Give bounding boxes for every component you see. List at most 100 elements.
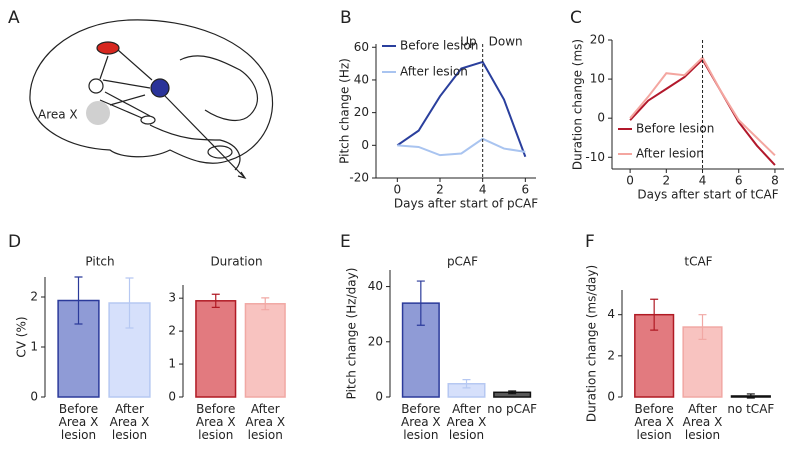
area-x xyxy=(86,101,110,125)
y-tick-label: -20 xyxy=(349,171,369,185)
y-tick-label: -10 xyxy=(585,150,605,164)
annotation: Down xyxy=(489,35,523,49)
x-tick-label: Before Area X lesion xyxy=(634,403,674,442)
legend-label: Before lesion xyxy=(636,122,714,136)
x-tick-label-text: no tCAF xyxy=(727,403,775,416)
y-tick-label: 0 xyxy=(597,111,605,125)
y-tick-label: 2 xyxy=(168,324,176,338)
y-tick-label: 40 xyxy=(354,72,369,86)
x-tick-label: After Area X lesion xyxy=(245,403,286,442)
x-tick-label: 2 xyxy=(436,183,444,197)
chart-title: pCAF xyxy=(447,255,478,269)
y-axis-label: Duration change (ms) xyxy=(571,39,585,170)
panel-letter: B xyxy=(340,8,352,28)
x-tick-label-text: Before Area X lesion xyxy=(58,403,99,442)
annotation: Up xyxy=(460,35,476,49)
y-axis-label: Pitch change (Hz/day) xyxy=(345,268,359,400)
area-x-label: Area X xyxy=(38,108,78,122)
panel-letter: E xyxy=(340,232,351,252)
y-tick-label: 60 xyxy=(354,40,369,54)
y-tick-label: 0 xyxy=(607,390,615,404)
x-tick-label: After Area X lesion xyxy=(109,403,150,442)
y-tick-label: 0 xyxy=(375,390,383,404)
error-bar xyxy=(211,293,220,308)
x-tick-label: 4 xyxy=(699,174,707,188)
x-tick-label-text: Before Area X lesion xyxy=(195,403,236,442)
chart-title: Pitch xyxy=(85,255,114,269)
error-bar xyxy=(650,298,659,331)
x-tick-label: Before Area X lesion xyxy=(195,403,236,442)
chart-title: tCAF xyxy=(684,255,712,269)
dlm xyxy=(140,115,156,125)
chart-title: Duration xyxy=(210,255,262,269)
error-bar xyxy=(261,297,270,311)
legend-label: After lesion xyxy=(636,147,704,161)
legend-label: Before lesion xyxy=(400,39,478,53)
x-tick-label: Before Area X lesion xyxy=(401,403,441,442)
y-tick-label: 4 xyxy=(607,307,615,321)
y-tick-label: 0 xyxy=(361,138,369,152)
bar xyxy=(195,300,237,398)
error-bar xyxy=(416,280,425,326)
x-tick-label-text: After Area X lesion xyxy=(682,403,723,442)
arrow-head xyxy=(237,171,247,180)
y-axis-label: Duration change (ms/day) xyxy=(585,265,599,422)
error-bar xyxy=(125,277,134,329)
hvc xyxy=(96,41,120,55)
x-axis-label: Days after start of pCAF xyxy=(394,197,538,211)
y-tick-label: 3 xyxy=(168,291,176,305)
y-tick-label: 20 xyxy=(368,334,383,348)
x-axis-label: Days after start of tCAF xyxy=(637,188,778,202)
bar xyxy=(244,303,286,398)
error-bar xyxy=(508,390,517,395)
x-tick-label: 8 xyxy=(771,174,779,188)
connections xyxy=(99,49,246,179)
x-tick-label: Before Area X lesion xyxy=(58,403,99,442)
y-tick-label: 20 xyxy=(354,105,369,119)
brainstem xyxy=(149,124,241,171)
x-tick-label-text: After Area X lesion xyxy=(446,403,487,442)
lman xyxy=(88,78,104,94)
y-tick-label: 2 xyxy=(30,290,38,304)
error-bar xyxy=(746,393,755,399)
x-tick-label: 4 xyxy=(479,183,487,197)
x-tick-label-text: no pCAF xyxy=(487,403,538,416)
y-tick-label: 1 xyxy=(30,340,38,354)
x-tick-label-text: Before Area X lesion xyxy=(401,403,441,442)
x-tick-label: After Area X lesion xyxy=(446,403,487,442)
brain-diagram xyxy=(29,19,273,180)
y-tick-label: 10 xyxy=(590,72,605,86)
x-tick-label: 6 xyxy=(735,174,743,188)
y-axis-label: Pitch change (Hz) xyxy=(338,58,352,164)
x-tick-label: 6 xyxy=(522,183,530,197)
x-tick-label: 2 xyxy=(662,174,670,188)
y-tick-label: 2 xyxy=(607,348,615,362)
y-tick-label: 0 xyxy=(168,390,176,404)
panel-letter: D xyxy=(8,232,21,252)
panel-letter: F xyxy=(585,232,595,252)
y-tick-label: 40 xyxy=(368,279,383,293)
brain-outline xyxy=(29,19,273,164)
cerebellum xyxy=(179,55,258,122)
x-tick-label: no pCAF xyxy=(487,403,538,416)
panel-letter: A xyxy=(8,8,20,28)
error-bar xyxy=(74,276,83,325)
y-tick-label: 1 xyxy=(168,357,176,371)
error-bar xyxy=(462,379,471,389)
x-tick-label: 0 xyxy=(394,183,402,197)
y-tick-label: 0 xyxy=(30,390,38,404)
series-line xyxy=(396,60,527,158)
error-bar xyxy=(698,314,707,340)
legend-label: After lesion xyxy=(400,65,468,79)
panel-letter: C xyxy=(570,8,582,28)
ra xyxy=(150,78,170,98)
series-line xyxy=(397,137,526,157)
x-tick-label: 0 xyxy=(626,174,634,188)
x-tick-label-text: After Area X lesion xyxy=(109,403,150,442)
x-tick-label: After Area X lesion xyxy=(682,403,723,442)
y-axis-label: CV (%) xyxy=(15,316,29,357)
x-tick-label-text: After Area X lesion xyxy=(245,403,286,442)
x-tick-label-text: Before Area X lesion xyxy=(634,403,674,442)
